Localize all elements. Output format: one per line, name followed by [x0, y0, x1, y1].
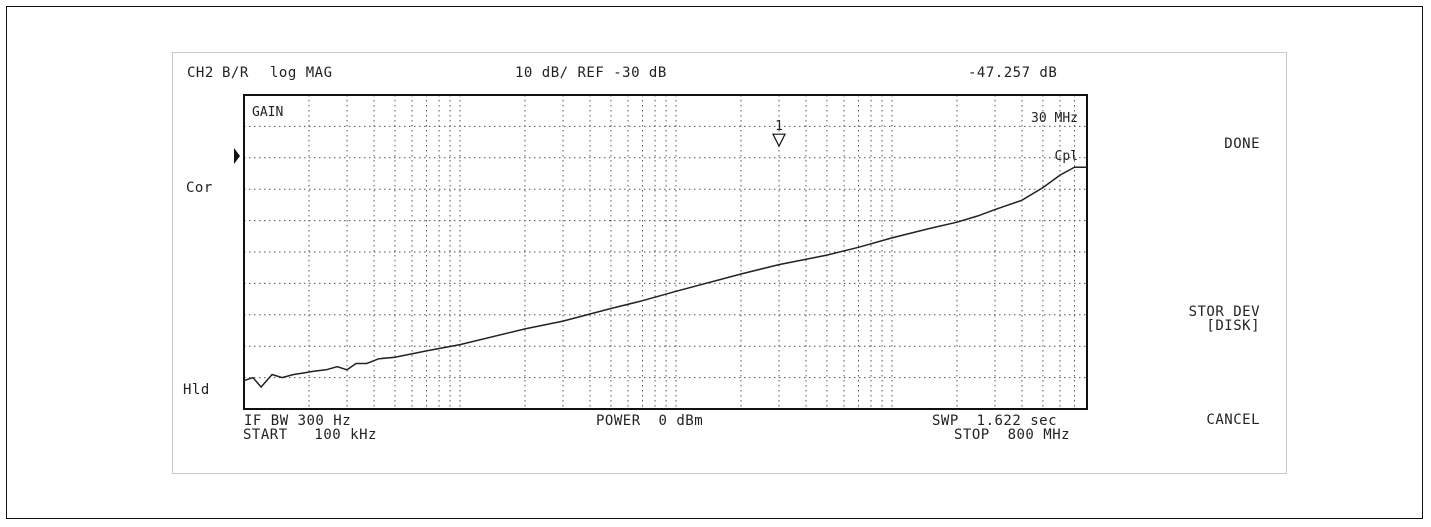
source-power: POWER 0 dBm	[596, 413, 704, 429]
stor-dev-sublabel: [DISK]	[1206, 318, 1260, 334]
gain-trace	[243, 166, 1087, 389]
ref-level-pointer	[234, 148, 240, 164]
format-label: log MAG	[270, 65, 333, 81]
correction-indicator: Cor	[186, 180, 213, 196]
channel-label: CH2	[187, 65, 214, 81]
marker-frequency: 30 MHz	[1031, 111, 1078, 126]
done-softkey[interactable]: DONE	[1224, 136, 1260, 152]
marker-readout: -47.257 dB	[968, 65, 1058, 81]
measurement-label: B/R	[222, 65, 249, 81]
trace-title: GAIN	[252, 105, 283, 120]
marker-triangle	[772, 133, 786, 148]
cancel-softkey[interactable]: CANCEL	[1206, 412, 1260, 428]
hold-indicator: Hld	[183, 382, 210, 398]
marker-1: 1	[772, 119, 786, 148]
plot-frame	[243, 94, 1088, 410]
analyzer-screen	[172, 52, 1287, 474]
if-bandwidth: IF BW 300 Hz	[244, 413, 352, 429]
graticule	[244, 95, 1087, 409]
outer-frame	[6, 6, 1423, 519]
stor-dev-softkey[interactable]: STOR DEV [DISK]	[1189, 305, 1260, 333]
start-frequency: START 100 kHz	[243, 427, 377, 443]
marker-number: 1	[775, 119, 783, 134]
stor-dev-label: STOR DEV	[1188, 304, 1260, 320]
sweep-time: SWP 1.622 sec	[932, 413, 1058, 429]
scale-ref-label: 10 dB/ REF -30 dB	[515, 65, 667, 81]
stop-frequency: STOP 800 MHz	[954, 427, 1071, 443]
coupled-indicator: Cpl	[1055, 149, 1078, 164]
